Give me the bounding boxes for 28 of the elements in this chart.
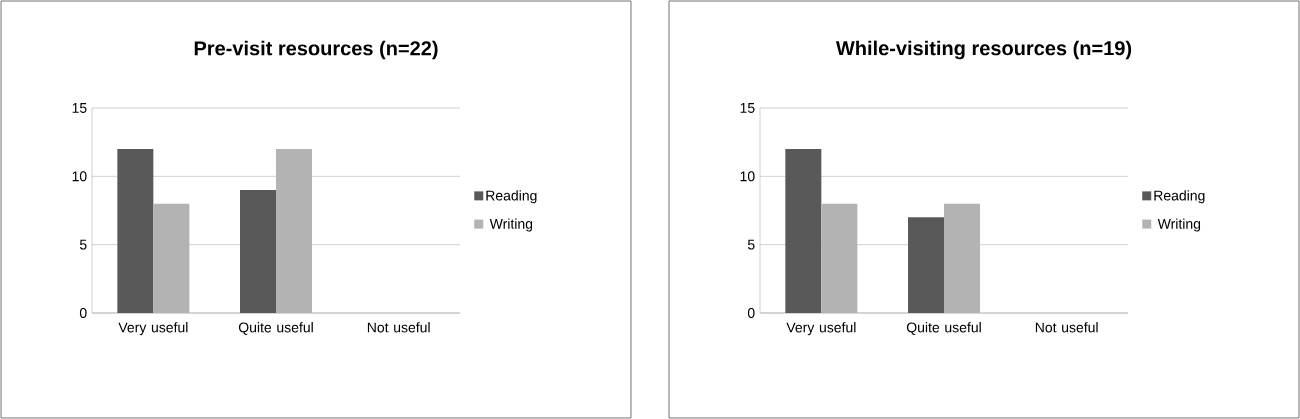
x-tick-label: Not useful: [1035, 322, 1098, 333]
bar: [153, 203, 190, 313]
bar: [117, 148, 154, 313]
bar: [821, 203, 858, 313]
y-tick-label: 15: [740, 103, 755, 113]
chart-title: While-visiting resources (n=19): [835, 40, 1132, 60]
y-tick-label: 5: [747, 239, 755, 250]
x-tick-label: Very useful: [118, 322, 188, 336]
y-tick-label: 0: [79, 308, 87, 318]
y-tick-label: 10: [740, 171, 755, 182]
x-tick-label: Quite useful: [238, 322, 313, 335]
bar: [276, 148, 313, 313]
bar: [944, 203, 980, 313]
bar: [908, 217, 945, 313]
legend-label: Writing: [1157, 218, 1201, 232]
x-tick-label: Very useful: [786, 322, 856, 336]
legend-label: Reading: [486, 190, 537, 204]
y-tick-label: 5: [79, 239, 87, 250]
y-tick-label: 0: [747, 308, 755, 318]
bar: [785, 148, 822, 313]
chart-title: Pre-visit resources (n=22): [194, 40, 438, 60]
y-tick-label: 15: [72, 103, 87, 113]
y-tick-label: 10: [72, 171, 87, 182]
legend-label: Writing: [489, 218, 533, 232]
bar: [240, 189, 277, 313]
x-tick-label: Quite useful: [906, 322, 981, 335]
x-tick-label: Not useful: [367, 322, 430, 333]
legend-label: Reading: [1154, 190, 1205, 204]
